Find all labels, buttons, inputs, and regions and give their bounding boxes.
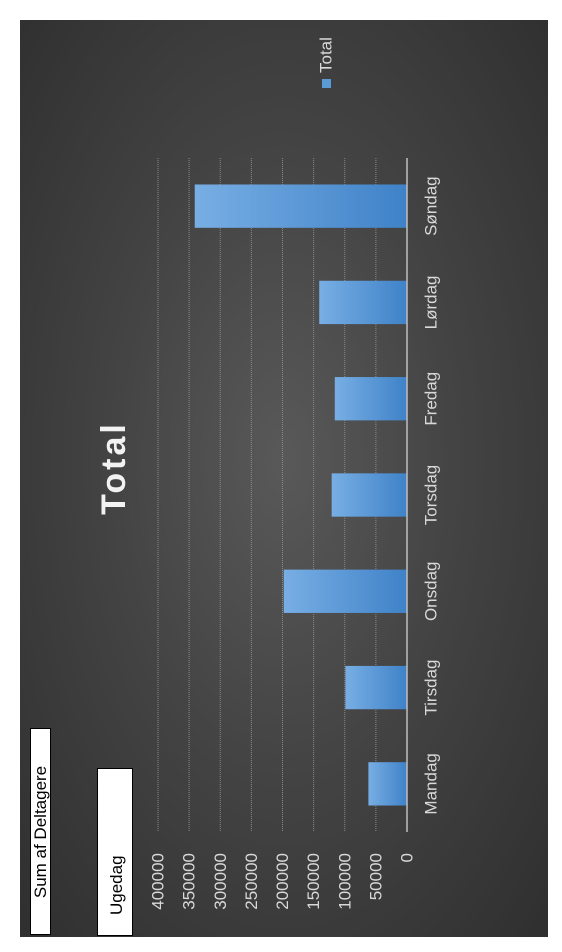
bar-torsdag[interactable] xyxy=(331,473,407,517)
value-tick-label: 0 xyxy=(398,853,417,862)
category-tick-label: Lørdag xyxy=(422,275,441,329)
value-tick-label: 150000 xyxy=(304,853,323,910)
value-field-button[interactable]: Sum af Deltagere xyxy=(30,728,51,935)
category-tick-label: Torsdag xyxy=(422,465,441,525)
category-tick-label: Søndag xyxy=(422,176,441,236)
value-tick-label: 400000 xyxy=(149,853,168,910)
category-tick-label: Onsdag xyxy=(422,562,441,622)
bar-tirsdag[interactable] xyxy=(345,665,407,710)
bar-søndag[interactable] xyxy=(194,184,407,228)
bar-fredag[interactable] xyxy=(334,377,407,421)
category-tick-label: Mandag xyxy=(422,753,441,814)
legend: Total xyxy=(317,37,336,88)
chart-title: Total xyxy=(95,421,133,515)
category-tick-label: Tirsdag xyxy=(422,660,441,716)
value-tick-label: 300000 xyxy=(211,853,230,910)
legend-swatch xyxy=(322,79,331,88)
value-tick-label: 200000 xyxy=(273,853,292,910)
value-tick-label: 50000 xyxy=(366,853,385,900)
bars xyxy=(194,184,407,806)
value-axis: 0 50000 100000 150000 200000 250000 300000 3500… xyxy=(149,853,417,910)
legend-label: Total xyxy=(317,37,336,73)
value-tick-label: 100000 xyxy=(335,853,354,910)
bar-mandag[interactable] xyxy=(368,762,407,806)
bar-onsdag[interactable] xyxy=(283,569,407,613)
category-axis: Mandag Tirsdag Onsdag Torsdag Fredag Lørdag Sø… xyxy=(406,158,441,832)
value-tick-label: 350000 xyxy=(180,853,199,910)
value-field-label: Sum af Deltagere xyxy=(30,765,50,898)
bar-chart: Mandag Tirsdag Onsdag Torsdag Fredag Lørdag Sø… xyxy=(95,37,441,910)
category-tick-label: Fredag xyxy=(422,372,441,426)
category-field-label: Ugedag xyxy=(107,855,126,915)
bar-lørdag[interactable] xyxy=(319,280,407,325)
value-tick-label: 250000 xyxy=(242,853,261,910)
category-field-button[interactable]: Ugedag xyxy=(97,768,133,936)
